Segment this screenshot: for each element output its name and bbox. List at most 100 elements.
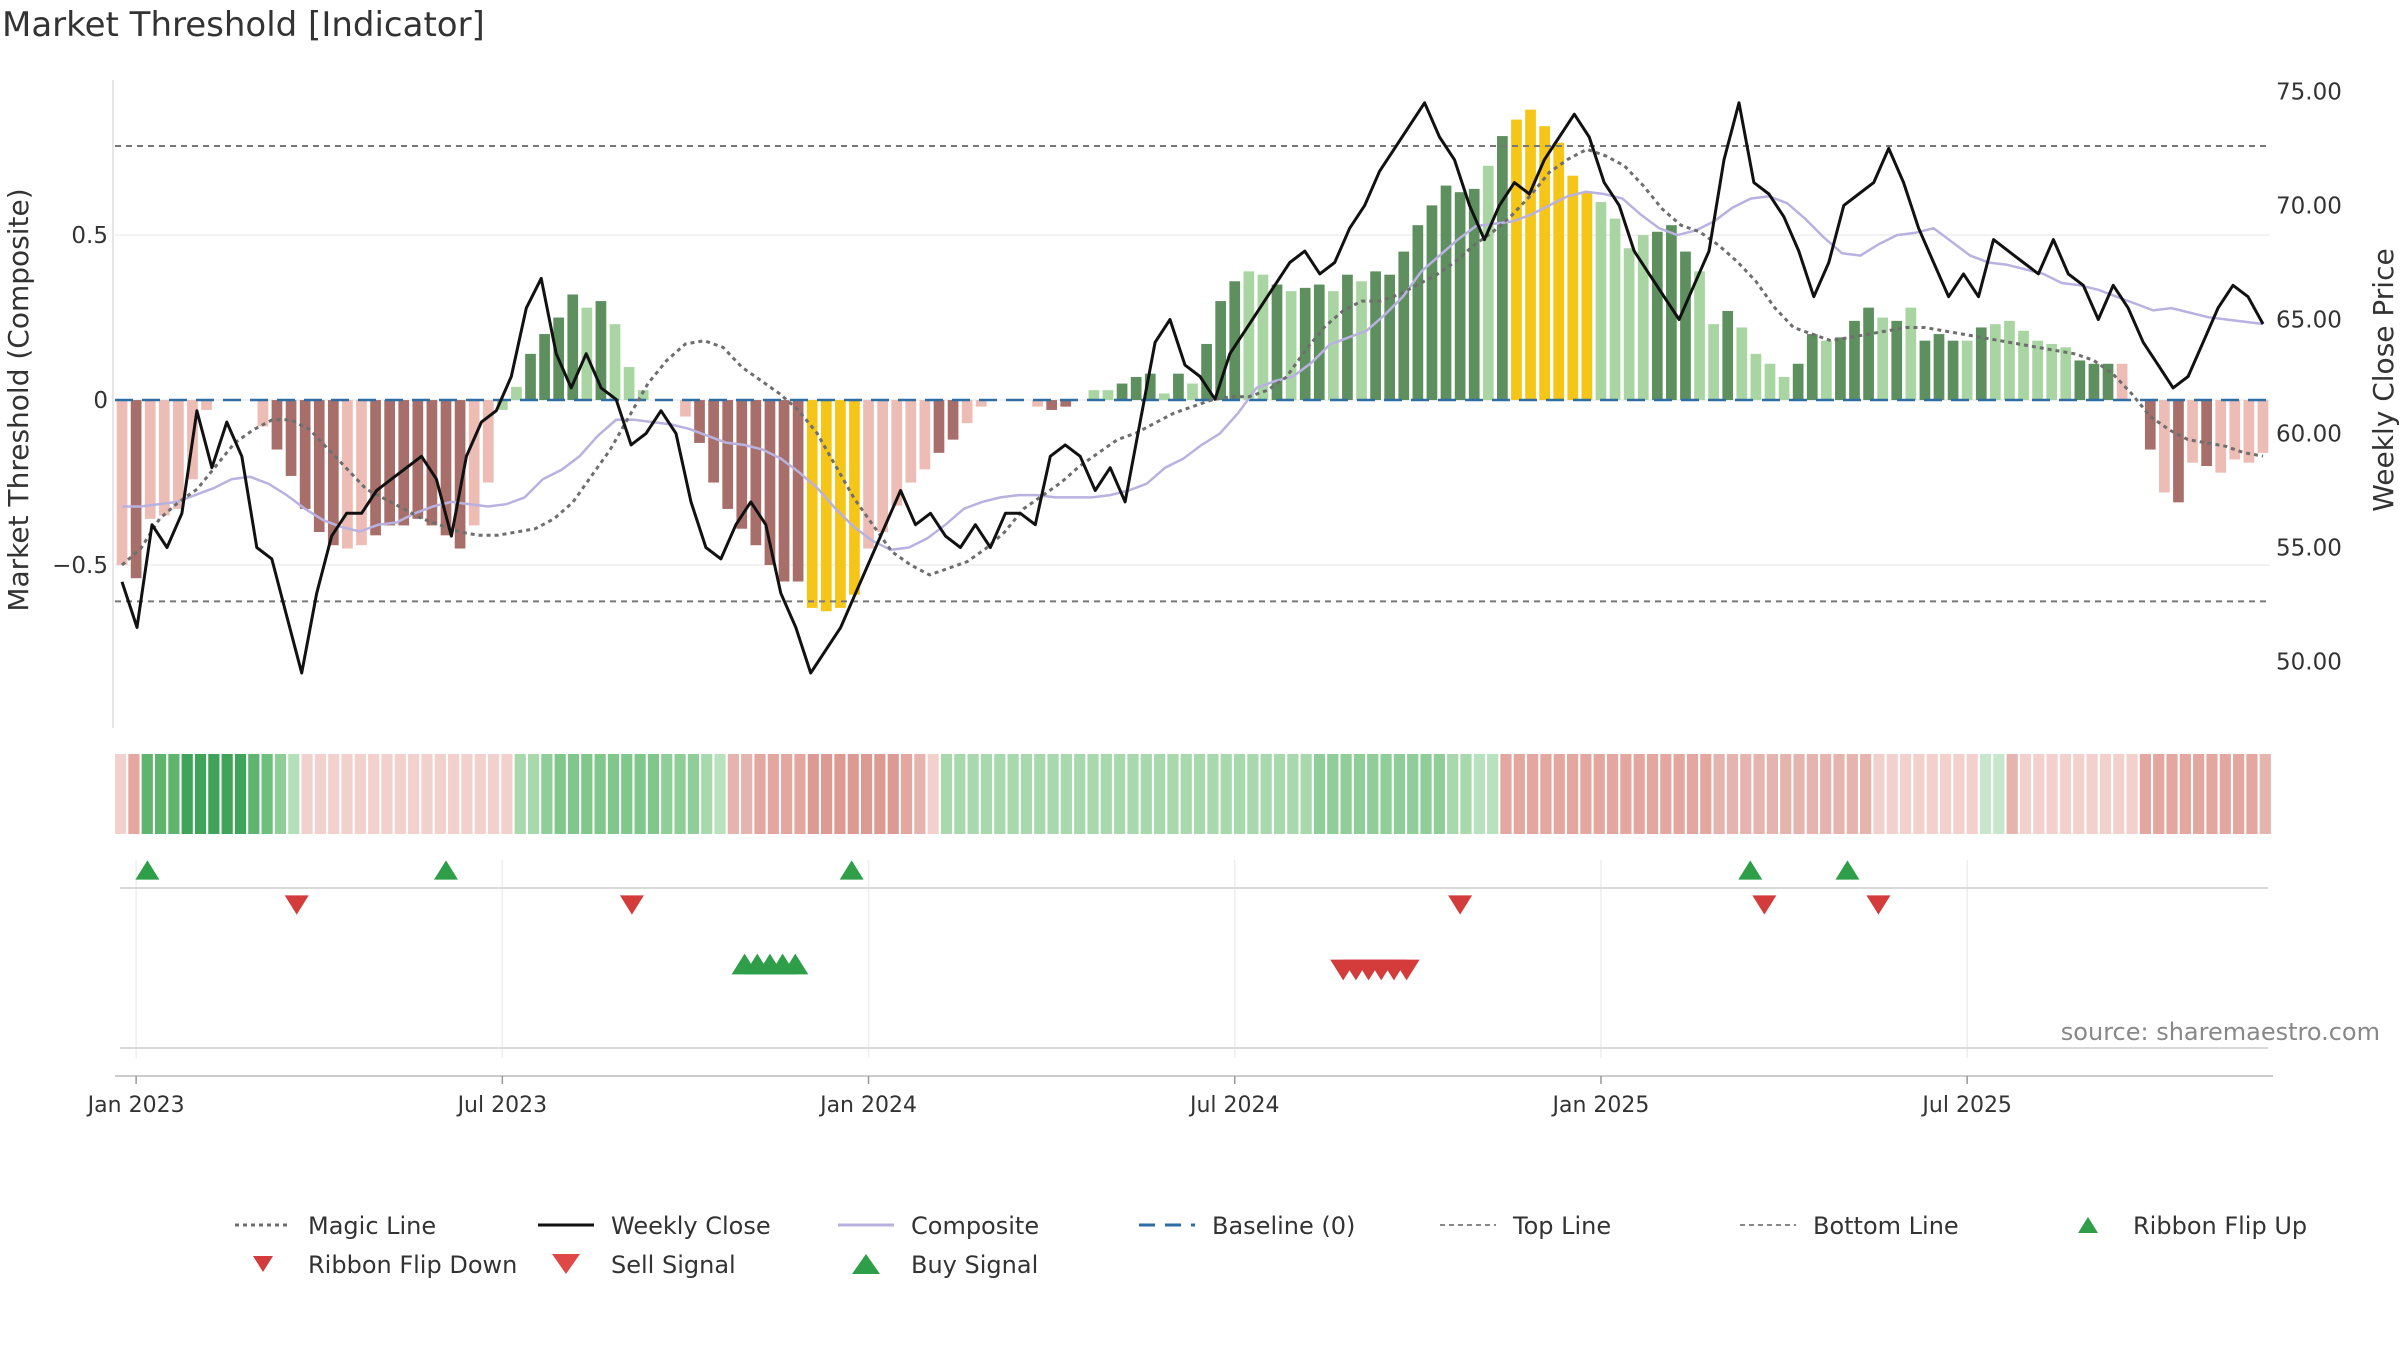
composite-bar xyxy=(1257,274,1269,401)
composite-bar xyxy=(1764,363,1776,401)
legend-item-baseline: Baseline (0) xyxy=(1139,1212,1355,1240)
ribbon-cell xyxy=(954,754,966,834)
composite-bar xyxy=(1327,291,1339,401)
weekly-close-line xyxy=(120,101,2265,675)
composite-bar xyxy=(2243,400,2255,463)
ribbon-cell xyxy=(1713,754,1725,834)
ribbon-cell xyxy=(1273,754,1286,834)
composite-bar xyxy=(1482,165,1494,401)
composite-bar xyxy=(1637,235,1649,401)
composite-bar xyxy=(975,400,987,407)
legend-swatch xyxy=(253,1256,273,1272)
composite-bar xyxy=(933,400,945,453)
ribbon-flip-down-marker xyxy=(1752,895,1777,915)
composite-bar xyxy=(2046,343,2058,401)
ribbon-cell xyxy=(1660,754,1672,834)
composite-bar xyxy=(1158,393,1170,401)
composite-bar xyxy=(680,400,691,417)
ribbon-cell xyxy=(2233,754,2245,834)
composite-bar xyxy=(2215,400,2227,473)
composite-bar xyxy=(2102,363,2114,401)
ribbon-cell xyxy=(1154,754,1166,834)
ribbon-cell xyxy=(514,754,526,834)
ribbon-cell xyxy=(1820,754,1832,834)
legend-item-composite: Composite xyxy=(838,1212,1039,1240)
ribbon-cell xyxy=(1846,754,1858,834)
composite-bar xyxy=(1130,376,1142,401)
ribbon-cell xyxy=(1034,754,1046,834)
composite-bar xyxy=(778,400,790,582)
composite-bars xyxy=(116,109,2269,612)
source-credit: source: sharemaestro.com xyxy=(2061,1018,2380,1046)
ribbon-cell xyxy=(394,754,406,834)
composite-bar xyxy=(1173,373,1184,401)
y-tick-label-right: 55.00 xyxy=(2276,536,2342,562)
composite-bar xyxy=(2088,363,2100,401)
ribbon-cell xyxy=(301,754,313,834)
composite-bar xyxy=(1088,390,1100,401)
ribbon-cell xyxy=(288,754,300,834)
composite-bar xyxy=(1356,281,1367,401)
composite-bar xyxy=(1553,142,1565,401)
ribbon-cell xyxy=(1926,754,1938,834)
ribbon-cell xyxy=(2206,754,2218,834)
ribbon-cell xyxy=(1953,754,1965,834)
y-tick-label-right: 50.00 xyxy=(2276,650,2342,676)
composite-bar xyxy=(849,400,860,595)
ribbon-cell xyxy=(2099,754,2112,834)
composite-bar xyxy=(1933,334,1945,401)
composite-bar xyxy=(722,400,734,509)
x-tick-label: Jul 2023 xyxy=(456,1093,548,1118)
ribbon-cell xyxy=(1566,754,1579,834)
composite-bar xyxy=(2004,320,2015,401)
y-axis-label-left: Market Threshold (Composite) xyxy=(2,188,35,611)
composite-bar xyxy=(1440,185,1452,401)
composite-bar xyxy=(1468,188,1480,401)
ribbon-cell xyxy=(1700,754,1712,834)
composite-bar xyxy=(1736,327,1748,401)
legend-item-top: Top Line xyxy=(1440,1212,1611,1240)
composite-bar xyxy=(2074,360,2086,401)
ribbon-flip-down-marker xyxy=(1866,895,1891,915)
ribbon-flip-down-marker xyxy=(619,895,644,915)
composite-bar xyxy=(595,301,607,401)
ribbon-cell xyxy=(487,754,500,834)
ribbon-cell xyxy=(1527,754,1539,834)
chart-title: Market Threshold [Indicator] xyxy=(2,5,485,45)
ribbon-cell xyxy=(1100,754,1112,834)
ribbon-cell xyxy=(1620,754,1632,834)
ribbon-cell xyxy=(634,754,646,834)
ribbon-cell xyxy=(1340,754,1352,834)
composite-bar xyxy=(2187,400,2198,463)
ribbon-cell xyxy=(1433,754,1445,834)
composite-bar xyxy=(525,353,536,401)
y-tick-label-right: 75.00 xyxy=(2276,79,2342,105)
composite-bar xyxy=(398,400,410,526)
ribbon-cell xyxy=(887,754,899,834)
composite-bar xyxy=(511,386,522,401)
ribbon-cell xyxy=(1540,754,1552,834)
composite-bar xyxy=(173,400,184,509)
composite-bar xyxy=(764,400,776,566)
ribbon-cell xyxy=(1167,754,1179,834)
ribbon-cell xyxy=(141,754,153,834)
ribbon-cell xyxy=(701,754,713,834)
ribbon-flip-down-marker xyxy=(284,895,309,915)
ribbon-cell xyxy=(1447,754,1459,834)
ribbon-cell xyxy=(914,754,926,834)
ribbon-cell xyxy=(1114,754,1126,834)
legend-label: Sell Signal xyxy=(611,1251,736,1279)
composite-bar xyxy=(1144,373,1156,401)
composite-bar xyxy=(1046,400,1058,410)
composite-bar xyxy=(623,367,635,401)
y-tick-label-left: 0.5 xyxy=(71,223,108,249)
composite-bar xyxy=(609,324,621,401)
composite-bar xyxy=(1666,225,1677,401)
ribbon-cell xyxy=(967,754,979,834)
composite-bar xyxy=(806,400,818,608)
ribbon-cell xyxy=(1753,754,1765,834)
ribbon-cell xyxy=(1993,754,2005,834)
ribbon-cell xyxy=(1793,754,1805,834)
composite-bar xyxy=(820,400,832,612)
